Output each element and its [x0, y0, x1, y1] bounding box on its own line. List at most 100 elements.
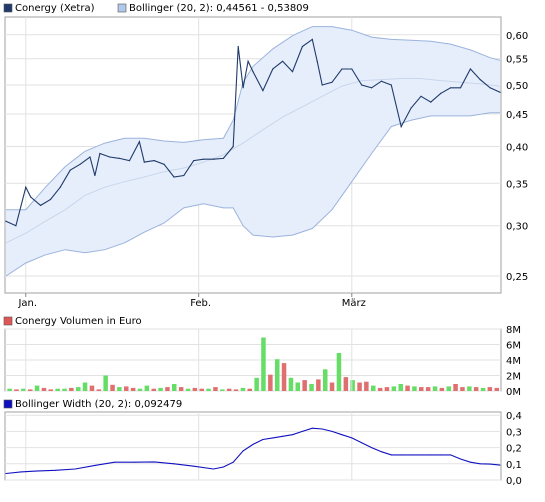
width-point: [173, 463, 175, 465]
volume-bar: [302, 380, 307, 391]
price-point: [163, 163, 165, 165]
volume-bar: [82, 382, 88, 391]
price-point: [351, 68, 353, 70]
price-point: [410, 107, 412, 109]
width-point: [371, 447, 373, 449]
width-point: [153, 461, 155, 463]
price-xtick-label: Feb.: [190, 298, 211, 309]
volume-bar: [199, 388, 204, 391]
price-point: [499, 91, 501, 93]
width-ytick-label: 0,4: [506, 411, 522, 422]
volume-bar: [185, 388, 191, 391]
volume-bar: [343, 377, 349, 391]
volume-ytick-label: 8M: [506, 325, 521, 336]
conergy-price-line: [5, 38, 501, 227]
price-point: [109, 156, 111, 158]
price-point: [119, 157, 121, 159]
price-point: [247, 60, 249, 62]
price-point: [371, 87, 373, 89]
price-point: [272, 68, 274, 70]
volume-bar: [377, 387, 383, 391]
volume-bar: [144, 385, 150, 391]
width-point: [74, 468, 76, 470]
width-point: [331, 430, 333, 432]
volume-bar: [288, 377, 294, 391]
price-ytick-label: 0,30: [506, 222, 528, 233]
price-point: [30, 196, 32, 198]
volume-bar: [268, 374, 273, 391]
price-ytick-label: 0,45: [506, 110, 528, 121]
price-point: [459, 87, 462, 89]
price-ytick-label: 0,35: [506, 179, 528, 190]
price-point: [49, 198, 52, 201]
price-point: [331, 81, 333, 83]
price-point: [173, 176, 175, 178]
legend-swatch-conergy: [3, 3, 13, 13]
legend-swatch-volume: [3, 316, 13, 326]
volume-bar: [480, 387, 486, 391]
volume-bar: [295, 382, 300, 391]
volume-bar: [89, 385, 95, 391]
price-point: [450, 87, 452, 89]
width-point: [479, 463, 481, 465]
volume-bar: [48, 389, 53, 391]
volume-ytick-label: 2M: [506, 372, 521, 383]
volume-bar: [21, 388, 26, 391]
width-point: [35, 470, 37, 472]
price-point: [232, 145, 234, 148]
volume-bar: [425, 387, 431, 391]
width-point: [460, 458, 461, 460]
width-point: [133, 461, 135, 463]
volume-bar: [240, 387, 246, 391]
width-point: [114, 461, 116, 463]
price-point: [5, 220, 7, 222]
price-ytick-label: 0,25: [506, 272, 528, 283]
volume-bar: [281, 363, 287, 391]
volume-bar: [412, 386, 417, 391]
volume-bar: [55, 388, 60, 391]
width-point: [292, 434, 293, 436]
volume-bar: [206, 388, 211, 391]
price-point: [40, 204, 42, 206]
price-point: [143, 161, 145, 163]
price-point: [262, 90, 264, 92]
width-point: [213, 468, 214, 470]
volume-bar: [233, 389, 239, 391]
volume-bar: [69, 387, 74, 391]
width-point: [321, 428, 323, 430]
width-point: [341, 434, 343, 436]
width-point: [499, 464, 501, 466]
price-point: [59, 186, 61, 188]
price-point: [138, 141, 140, 143]
width-point: [20, 471, 22, 473]
price-point: [222, 157, 224, 159]
price-xtick-label: März: [342, 298, 366, 309]
volume-bar: [14, 389, 19, 391]
price-point: [193, 160, 195, 162]
volume-bar: [172, 384, 177, 391]
volume-bar: [432, 386, 438, 391]
volume-bar: [398, 384, 403, 391]
width-point: [440, 454, 442, 456]
price-point: [321, 84, 323, 86]
volume-bar: [494, 387, 499, 391]
volume-bar: [192, 387, 198, 391]
price-ytick-label: 0,40: [506, 142, 528, 153]
price-point: [390, 84, 392, 86]
bollinger-lower-line: [5, 112, 500, 277]
price-point: [25, 186, 27, 188]
price-point: [301, 45, 303, 48]
price-ytick-label: 0,60: [506, 31, 528, 42]
volume-bar: [254, 377, 259, 391]
width-plot-frame: [4, 411, 502, 481]
price-point: [400, 126, 402, 128]
price-point: [99, 152, 101, 155]
volume-bar: [446, 386, 451, 391]
volume-bar: [7, 388, 12, 391]
width-point: [420, 454, 422, 456]
width-ytick-label: 0,0: [506, 476, 522, 487]
legend-swatch-width: [3, 399, 13, 409]
volume-bar: [460, 387, 465, 391]
volume-bar: [336, 353, 342, 391]
volume-bar: [329, 382, 335, 391]
